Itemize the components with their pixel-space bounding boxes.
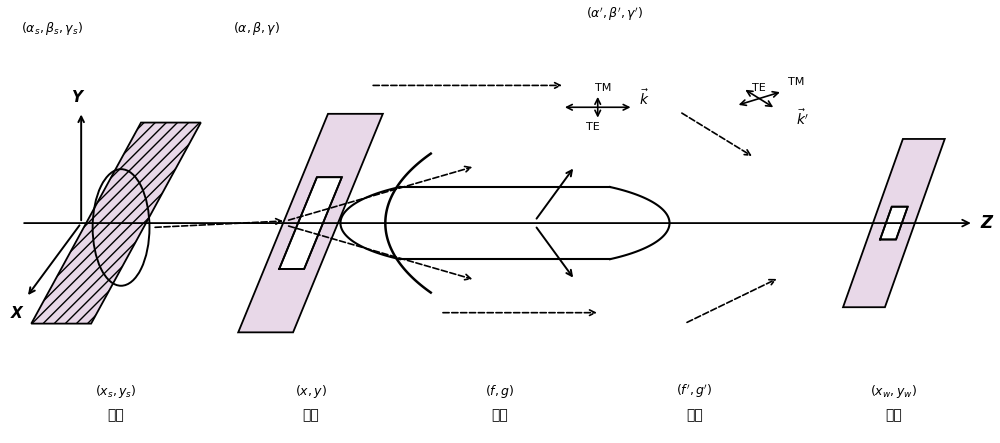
Text: TM: TM <box>788 77 804 87</box>
Text: TE: TE <box>752 83 766 93</box>
Text: TE: TE <box>586 122 600 132</box>
Text: $(x_w,y_w)$: $(x_w,y_w)$ <box>870 383 917 400</box>
Text: $(\alpha',\beta',\gamma')$: $(\alpha',\beta',\gamma')$ <box>586 5 643 23</box>
Text: $\vec{k}'$: $\vec{k}'$ <box>796 109 808 128</box>
Text: $(\alpha_s,\beta_s,\gamma_s)$: $(\alpha_s,\beta_s,\gamma_s)$ <box>21 20 83 37</box>
Text: 晶片: 晶片 <box>886 408 902 422</box>
Text: $\vec{k}$: $\vec{k}$ <box>639 89 649 109</box>
Text: Z: Z <box>981 214 993 232</box>
Text: Y: Y <box>71 90 82 105</box>
Text: 出瞳: 出瞳 <box>686 408 703 422</box>
Text: $(\alpha,\beta,\gamma)$: $(\alpha,\beta,\gamma)$ <box>233 20 280 37</box>
PathPatch shape <box>843 139 945 307</box>
Text: 光源: 光源 <box>108 408 124 422</box>
Text: $(f,g)$: $(f,g)$ <box>485 383 515 400</box>
Text: TM: TM <box>595 83 611 93</box>
Text: $(f',g')$: $(f',g')$ <box>676 383 713 400</box>
Text: X: X <box>10 306 22 321</box>
Polygon shape <box>31 123 201 323</box>
PathPatch shape <box>238 114 383 332</box>
Text: 掩模: 掩模 <box>302 408 319 422</box>
Text: 入瞳: 入瞳 <box>492 408 508 422</box>
Text: $(x_s,y_s)$: $(x_s,y_s)$ <box>95 383 137 400</box>
Text: $(x,y)$: $(x,y)$ <box>295 383 326 400</box>
